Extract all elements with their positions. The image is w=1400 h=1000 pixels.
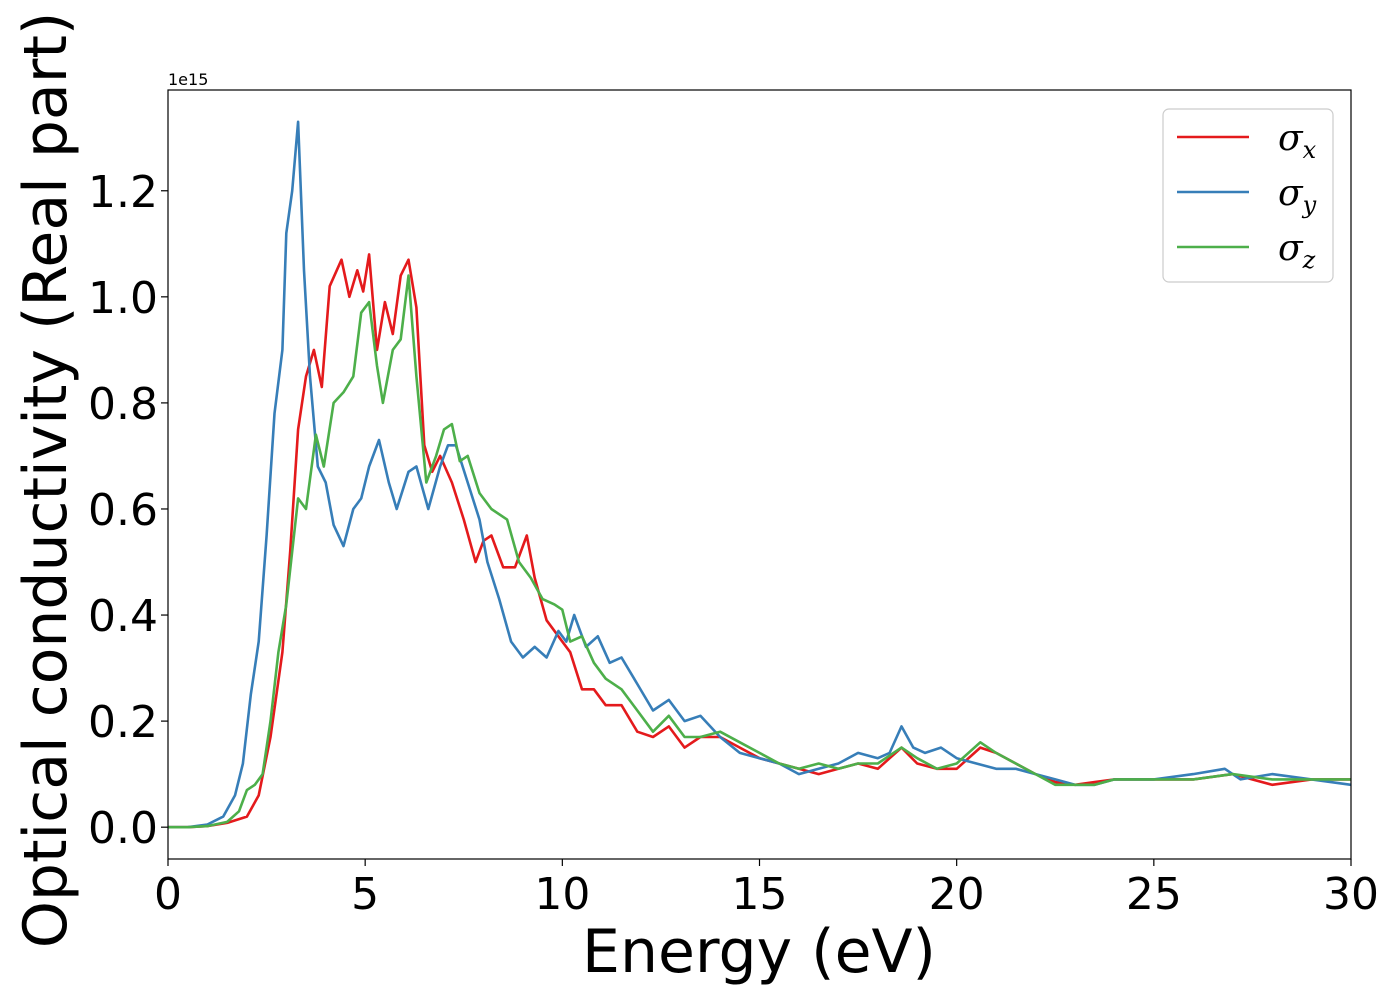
y-tick-label: 1.2	[88, 167, 158, 218]
legend-label: σx	[1278, 118, 1317, 164]
plot-lines	[168, 120, 1351, 829]
y-axis-title: Optical conductivity (Real part)	[11, 12, 81, 949]
legend-label: σy	[1278, 173, 1317, 219]
legend: σx σy σz	[1162, 108, 1334, 283]
x-tick-label: 0	[154, 869, 182, 920]
y-axis-offset-label: 1e15	[168, 70, 208, 89]
x-tick-label: 25	[1126, 869, 1182, 920]
y-tick-label: 1.0	[88, 273, 158, 324]
legend-box	[1162, 108, 1334, 283]
series-line-x	[168, 253, 1351, 829]
y-tick-label: 0.8	[88, 379, 158, 430]
x-tick-label: 30	[1323, 869, 1379, 920]
x-axis-title: Energy (eV)	[582, 917, 936, 987]
x-tick-label: 15	[732, 869, 788, 920]
y-tick-label: 0.4	[88, 591, 158, 642]
series-line-z	[168, 274, 1351, 829]
x-tick-label: 20	[929, 869, 985, 920]
x-tick-label: 10	[534, 869, 590, 920]
y-tick-label: 0.0	[88, 803, 158, 854]
legend-label: σz	[1278, 228, 1316, 274]
x-tick-label: 5	[351, 869, 379, 920]
series-line-y	[168, 120, 1351, 829]
y-axis-ticks: 0.0 0.2 0.4 0.6 0.8 1.0 1.2	[88, 167, 168, 854]
x-axis-ticks: 0 5 10 15 20 25 30	[154, 859, 1379, 920]
y-tick-label: 0.2	[88, 697, 158, 748]
y-tick-label: 0.6	[88, 485, 158, 536]
